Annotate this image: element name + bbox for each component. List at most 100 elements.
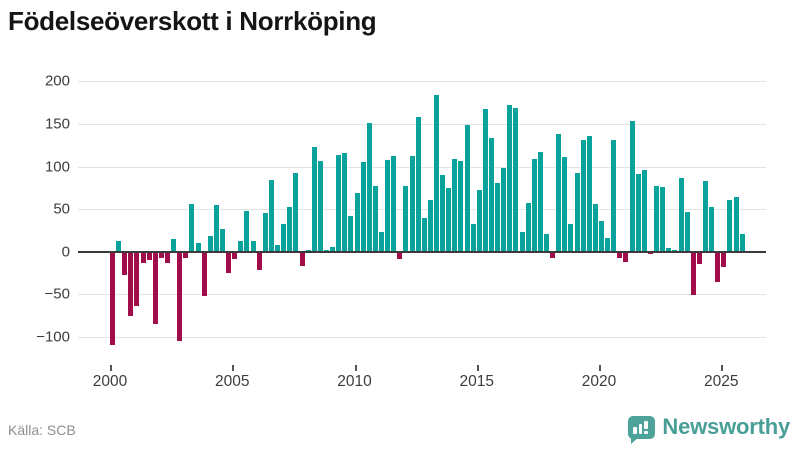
bar-2013-q4 [446,187,452,252]
bar-2015-q1 [476,190,482,252]
bar-2022-q2 [654,186,660,252]
bar-2005-q2 [238,240,244,252]
bar-2020-q1 [599,221,605,252]
x-axis-label-2005: 2005 [215,373,250,390]
bar-2019-q2 [580,140,586,252]
bar-2016-q1 [501,168,507,252]
y-axis-label-50: 50 [53,200,70,218]
bar-2013-q3 [440,175,446,252]
bar-2003-q4 [201,251,207,296]
bar-2022-q4 [666,248,672,252]
bar-2007-q4 [299,251,305,267]
speech-bubble-tail [631,436,640,444]
bar-2002-q3 [171,238,177,252]
bar-2012-q3 [415,117,421,252]
mini-bar-icon [638,423,643,434]
bar-2005-q4 [250,240,256,252]
bar-2009-q4 [348,215,354,252]
bar-2001-q4 [152,251,158,325]
bar-2016-q4 [519,232,525,252]
bar-2009-q3 [342,152,348,252]
x-axis-tick-2020 [599,365,602,371]
bar-2004-q4 [226,251,232,273]
y-axis-label--50: −50 [44,285,70,303]
bar-2000-q2 [116,241,122,252]
bar-2003-q2 [189,204,195,252]
bar-2014-q1 [452,158,458,252]
bar-2010-q2 [360,162,366,252]
bar-2022-q1 [647,251,653,255]
gridline-y-200 [78,81,766,83]
x-axis-label-2010: 2010 [337,373,372,390]
chart-title: Födelseöverskott i Norrköping [8,6,377,36]
exclamation-stroke-icon [644,420,648,429]
bar-2024-q2 [702,181,708,252]
y-axis-label--100: −100 [36,328,70,346]
bar-2014-q4 [470,223,476,252]
newsworthy-bubble-chart-icon [628,415,656,444]
bar-2015-q4 [495,182,501,252]
bar-2004-q1 [207,235,213,252]
bar-2003-q3 [195,243,201,252]
bar-2006-q1 [256,251,262,271]
bar-2019-q4 [592,204,598,252]
zero-baseline [78,250,766,253]
bar-2010-q4 [372,186,378,252]
bar-2015-q3 [489,138,494,252]
bar-2006-q2 [262,212,268,252]
bar-2006-q3 [268,180,274,252]
bar-2021-q2 [629,120,635,252]
mini-bar-icon [633,426,637,434]
bar-2018-q1 [550,251,556,259]
bar-2011-q2 [385,159,391,252]
x-axis-tick-2005 [232,365,235,371]
bar-2021-q1 [623,251,629,262]
bar-2018-q4 [568,223,574,252]
bar-2007-q2 [287,206,293,252]
bar-2008-q2 [311,146,317,252]
bar-2011-q4 [397,251,403,260]
bar-2018-q3 [562,157,568,252]
bar-2017-q2 [531,158,537,252]
bar-2002-q2 [165,251,171,263]
bar-2005-q3 [244,210,250,252]
bar-2018-q2 [556,134,562,252]
bar-2025-q2 [727,199,733,252]
bar-2002-q1 [158,251,164,259]
bar-2001-q3 [146,251,152,261]
bar-2008-q3 [317,160,323,252]
x-axis-label-2015: 2015 [459,373,494,390]
gridline-y--100 [78,336,766,338]
bar-2017-q3 [537,152,543,252]
bar-2005-q1 [232,251,238,260]
y-axis-label-200: 200 [44,72,70,90]
bar-2010-q1 [354,192,360,252]
plot-area: 200 150 100 50 0 −50 −100 2000 2005 2010 2015 2020 2… [36,70,766,390]
bar-2023-q3 [684,211,690,252]
bar-2013-q1 [427,199,433,252]
bar-2013-q2 [433,95,439,252]
x-axis-tick-2015 [476,365,479,371]
bar-2024-q3 [709,207,715,252]
bar-2020-q3 [611,140,617,252]
bar-2015-q2 [482,108,488,252]
bar-2022-q3 [660,187,666,252]
bar-2011-q1 [378,232,384,252]
bar-2017-q4 [544,233,550,252]
bar-2025-q4 [739,233,745,252]
bar-2007-q1 [281,223,287,252]
bar-2021-q3 [635,174,641,252]
bar-2000-q1 [110,251,115,346]
bar-2025-q1 [721,251,727,267]
bar-2023-q4 [690,251,696,296]
gridline-y--50 [78,294,766,296]
bar-2001-q1 [134,251,140,307]
gridline-y-150 [78,124,766,125]
gridline-y-100 [78,166,766,168]
bar-2012-q2 [409,156,415,252]
bar-2014-q3 [464,124,470,252]
bar-2014-q2 [458,160,464,252]
bar-2001-q2 [140,251,146,263]
y-axis-label-0: 0 [61,243,70,261]
bar-2000-q3 [122,251,128,275]
